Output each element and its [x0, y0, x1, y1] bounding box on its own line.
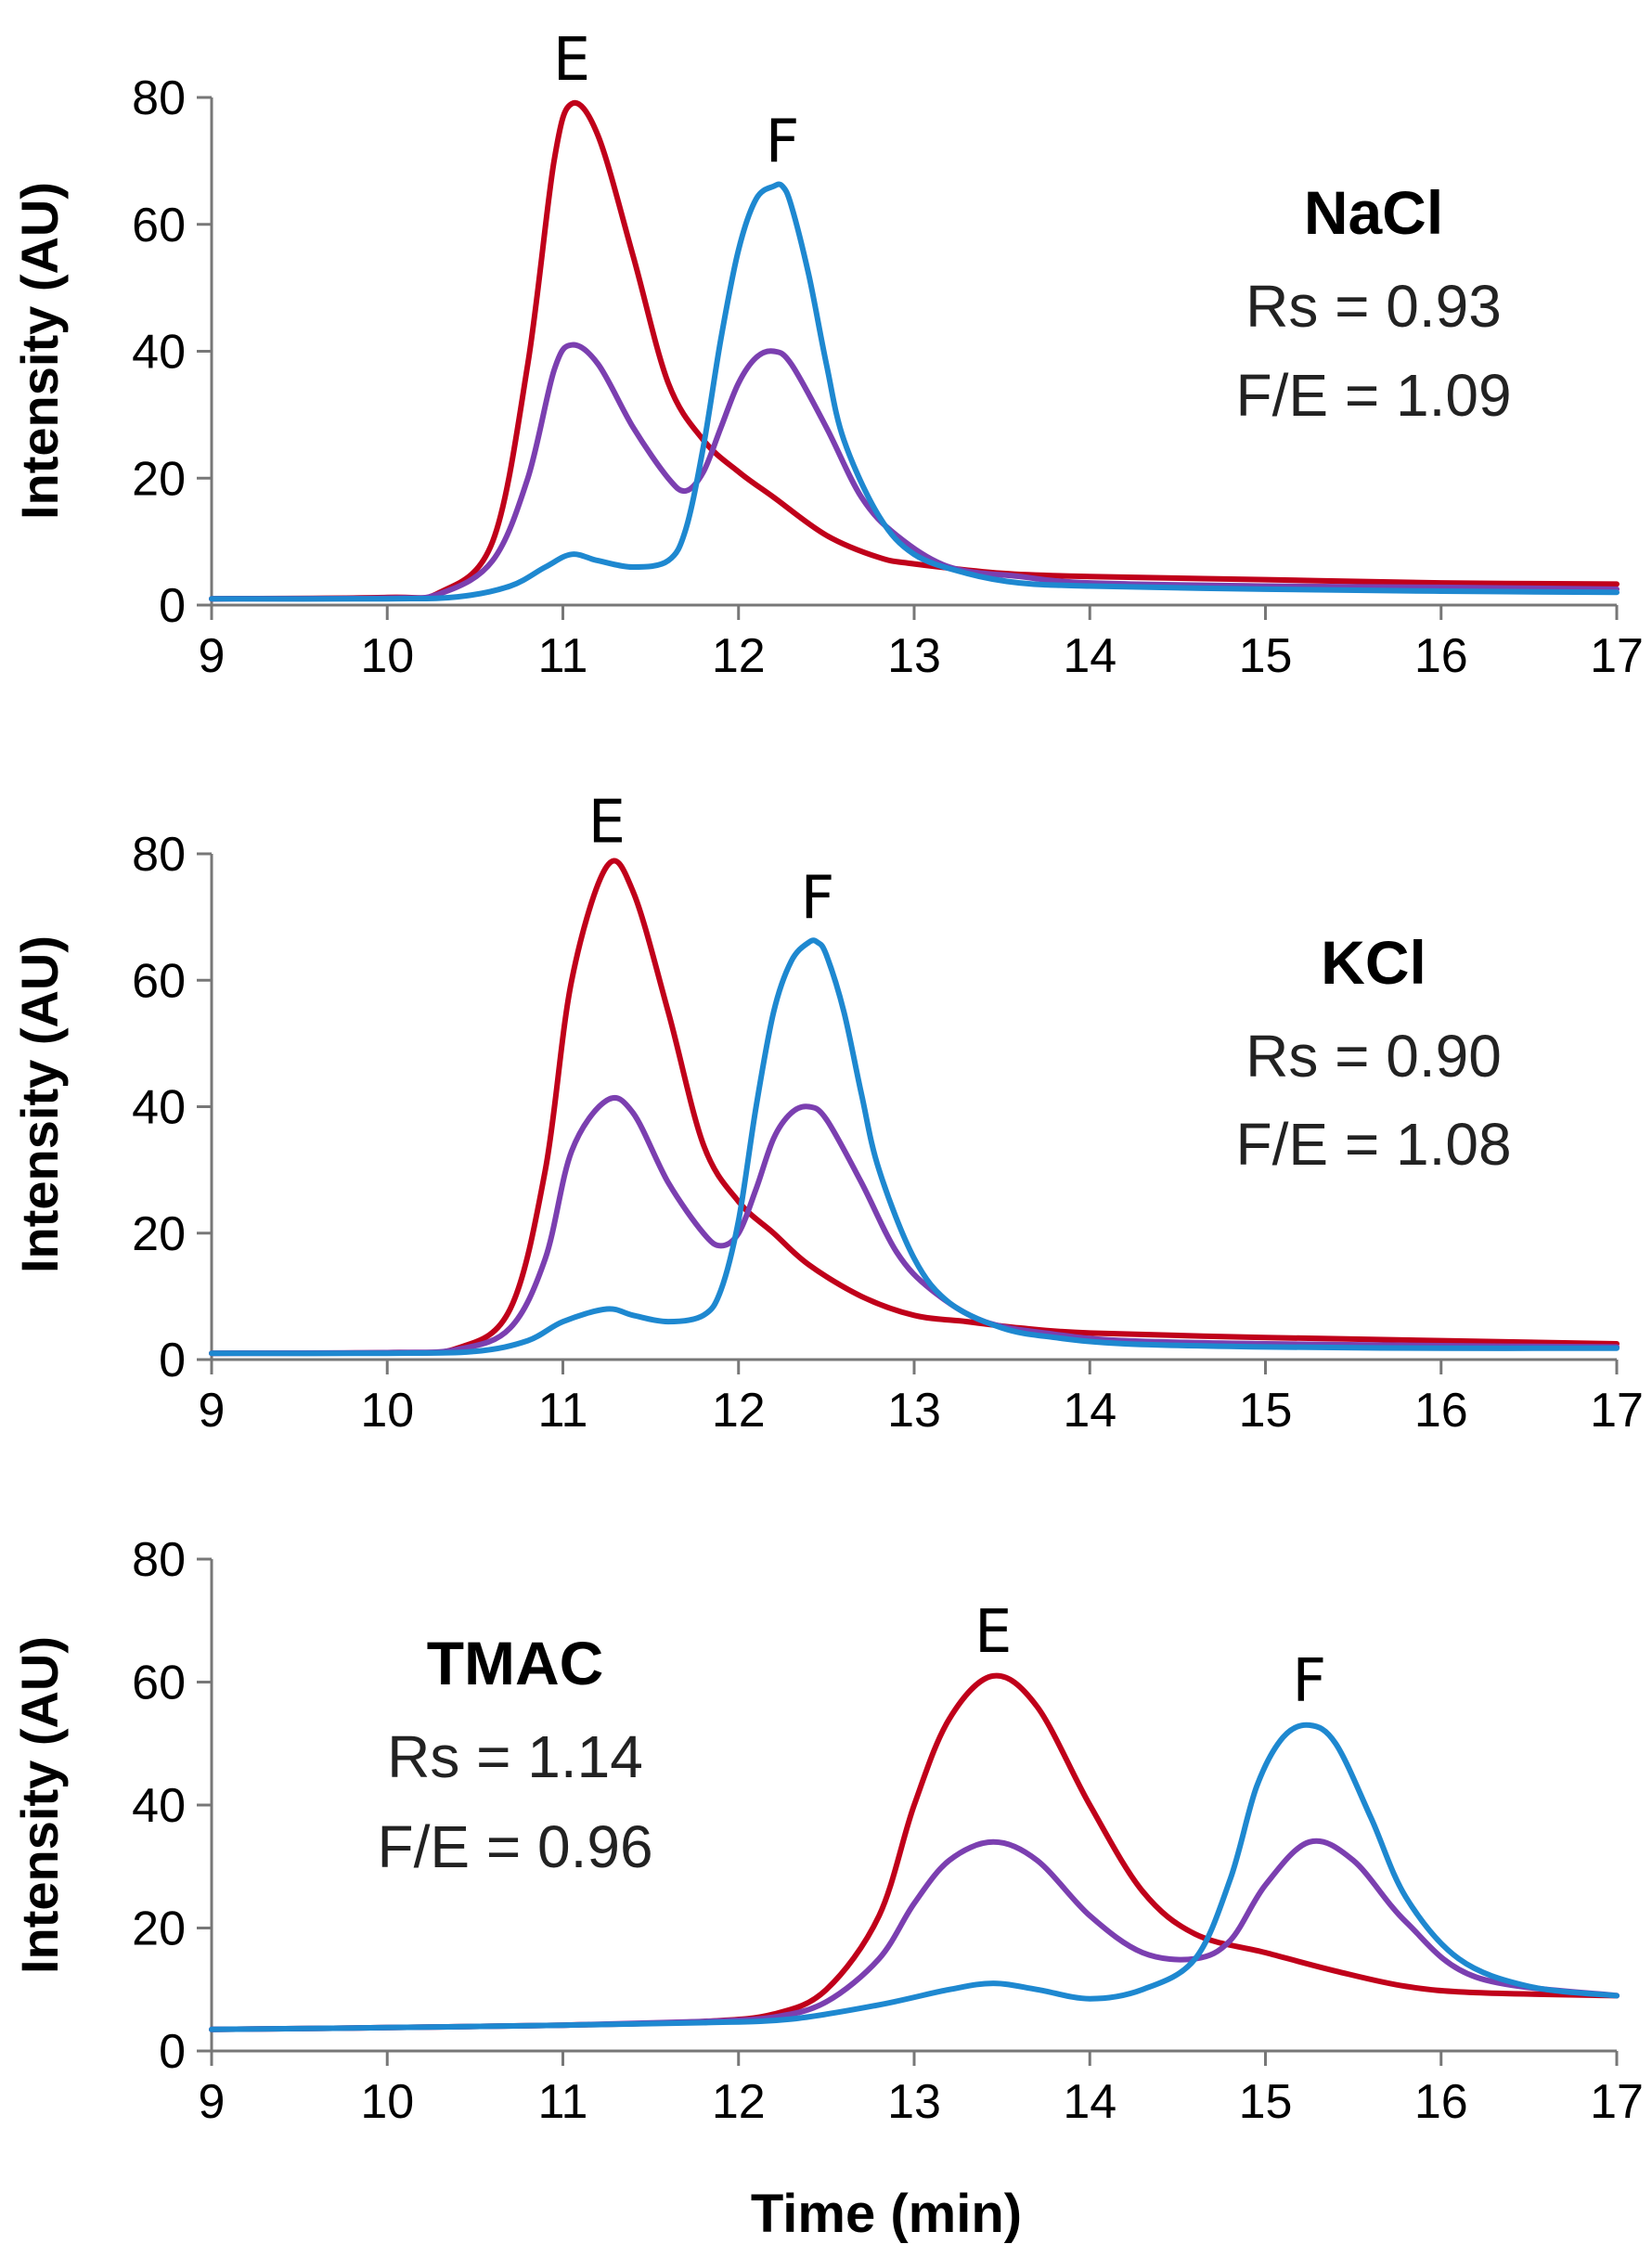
- x-tick-label: 10: [360, 629, 414, 683]
- peak-label-F: F: [801, 864, 835, 933]
- series-line-F: [209, 937, 1620, 1357]
- y-tick-label: 80: [132, 828, 186, 882]
- y-tick-label: 0: [159, 2025, 186, 2079]
- y-tick-label: 40: [132, 1779, 186, 1833]
- series-line-F: [209, 181, 1620, 602]
- x-tick-label: 16: [1414, 629, 1468, 683]
- ratio-label: F/E = 1.08: [1235, 1111, 1511, 1178]
- x-tick-label: 14: [1063, 2075, 1116, 2129]
- x-tick-label: 13: [887, 629, 941, 683]
- y-tick-label: 60: [132, 954, 186, 1008]
- y-tick-label: 60: [132, 199, 186, 252]
- panel-nacl: Intensity (AU) 0 20 40 60 80 9 10 11 12 13 14 15 16 1…: [10, 26, 1644, 683]
- series-line-mix: [209, 342, 1620, 602]
- x-tick-label: 16: [1414, 2075, 1468, 2129]
- resolution-label: Rs = 0.93: [1245, 273, 1502, 340]
- x-tick-label: 16: [1414, 1384, 1468, 1438]
- series-line-F: [209, 1722, 1620, 2032]
- panel-tmac: Intensity (AU) 0 20 40 60 80 9 10 11 12 13 14 15 16 1…: [10, 1533, 1644, 2129]
- peak-label-F: F: [766, 109, 800, 177]
- y-tick-label: 40: [132, 326, 186, 380]
- y-tick-label: 40: [132, 1081, 186, 1135]
- ratio-label: F/E = 0.96: [377, 1813, 652, 1880]
- x-tick-label: 12: [712, 2075, 766, 2129]
- x-tick-label: 17: [1590, 629, 1644, 683]
- y-tick-label: 60: [132, 1657, 186, 1710]
- series-line-mix: [209, 1094, 1620, 1357]
- resolution-label: Rs = 0.90: [1245, 1023, 1502, 1090]
- x-axis-label: Time (min): [751, 2184, 1022, 2244]
- y-tick-label: 20: [132, 1902, 186, 1956]
- panel-kcl: Intensity (AU) 0 20 40 60 80 9 10 11 12 13 14 15 16 1…: [10, 789, 1644, 1438]
- x-tick-label: 10: [360, 2075, 414, 2129]
- x-tick-label: 12: [712, 1384, 766, 1438]
- x-tick-label: 9: [199, 2075, 226, 2129]
- x-tick-label: 13: [887, 2075, 941, 2129]
- x-tick-label: 11: [538, 629, 588, 683]
- peak-label-E: E: [553, 26, 590, 95]
- x-tick-label: 15: [1239, 1384, 1293, 1438]
- x-tick-label: 12: [712, 629, 766, 683]
- y-tick-label: 20: [132, 1207, 186, 1261]
- ratio-label: F/E = 1.09: [1235, 362, 1511, 429]
- y-tick-label: 80: [132, 1533, 186, 1587]
- x-tick-label: 15: [1239, 2075, 1293, 2129]
- x-tick-label: 11: [538, 2075, 588, 2129]
- x-tick-label: 17: [1590, 2075, 1644, 2129]
- y-axis-label: Intensity (AU): [10, 935, 69, 1273]
- y-tick-label: 80: [132, 71, 186, 125]
- salt-label: KCl: [1321, 928, 1426, 997]
- x-tick-label: 17: [1590, 1384, 1644, 1438]
- plot-area: 0 20 40 60 80 9 10 11 12 13 14 15 16 17 E F: [132, 26, 1644, 683]
- x-tick-label: 11: [538, 1384, 588, 1438]
- x-tick-label: 9: [199, 1384, 226, 1438]
- peak-label-E: E: [588, 789, 626, 858]
- x-tick-label: 15: [1239, 629, 1293, 683]
- salt-label: TMAC: [427, 1629, 604, 1697]
- peak-label-E: E: [974, 1598, 1012, 1667]
- x-tick-label: 14: [1063, 1384, 1116, 1438]
- y-axis-label: Intensity (AU): [10, 1636, 69, 1974]
- series-line-E: [209, 99, 1620, 602]
- x-tick-label: 14: [1063, 629, 1116, 683]
- y-tick-label: 0: [159, 579, 186, 633]
- plot-area: 0 20 40 60 80 9 10 11 12 13 14 15 16 17 E F: [132, 789, 1644, 1438]
- x-tick-label: 10: [360, 1384, 414, 1438]
- y-tick-label: 0: [159, 1334, 186, 1387]
- salt-label: NaCl: [1304, 178, 1443, 247]
- plot-area: 0 20 40 60 80 9 10 11 12 13 14 15 16 17 E F: [132, 1533, 1644, 2129]
- series-line-E: [209, 858, 1620, 1357]
- x-tick-label: 9: [199, 629, 226, 683]
- peak-label-F: F: [1292, 1647, 1326, 1716]
- resolution-label: Rs = 1.14: [387, 1723, 643, 1790]
- y-tick-label: 20: [132, 452, 186, 506]
- y-axis-label: Intensity (AU): [10, 182, 69, 520]
- x-tick-label: 13: [887, 1384, 941, 1438]
